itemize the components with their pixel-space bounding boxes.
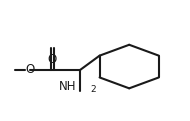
Text: NH: NH	[59, 80, 76, 93]
Text: O: O	[48, 53, 57, 66]
Text: 2: 2	[90, 85, 96, 94]
Text: O: O	[26, 63, 35, 76]
